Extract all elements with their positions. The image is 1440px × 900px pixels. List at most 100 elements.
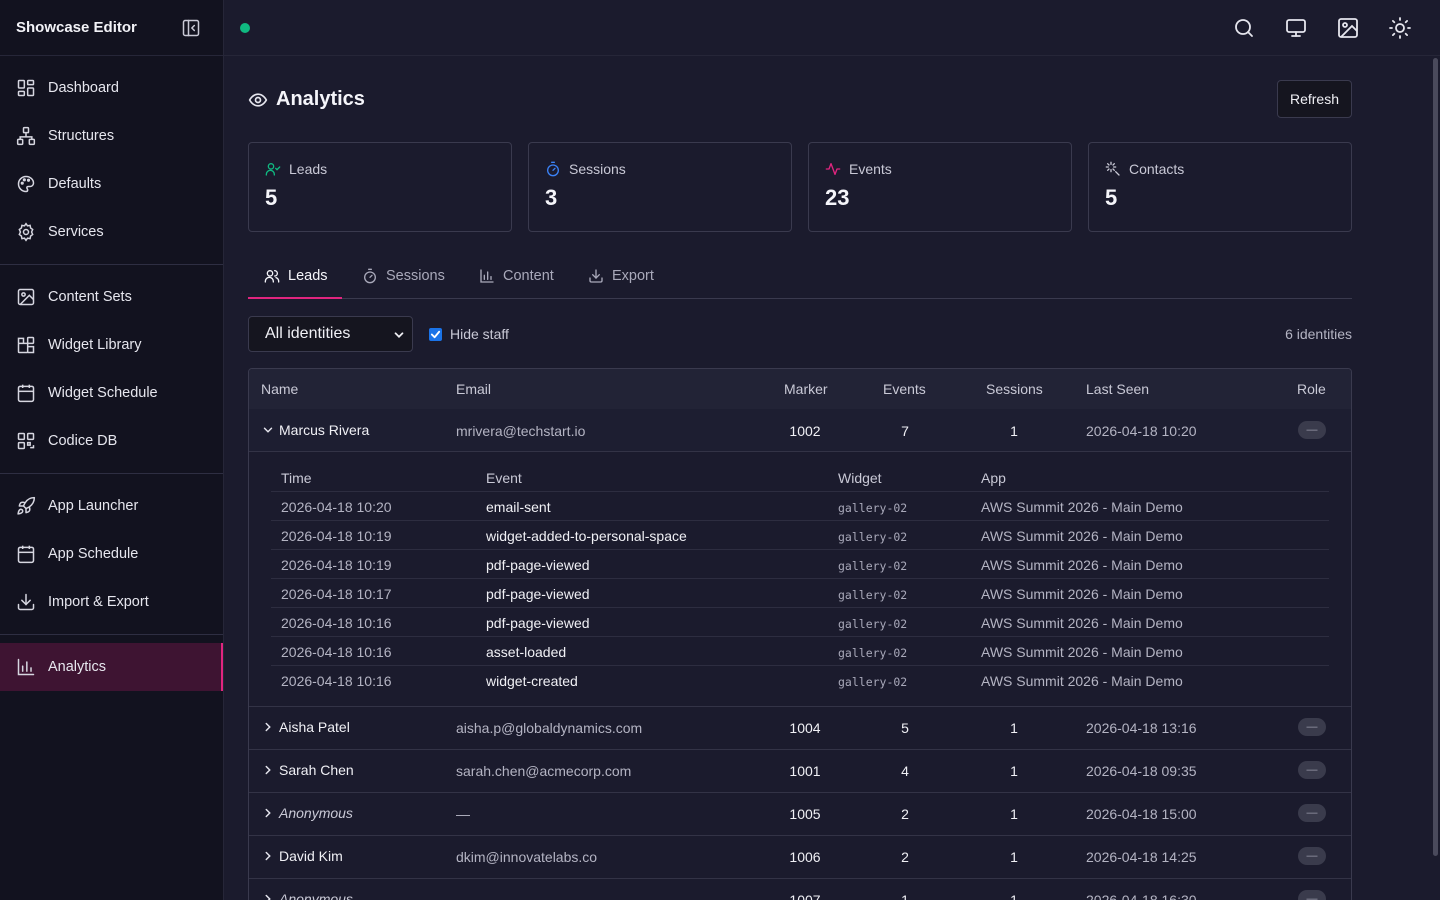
topbar <box>224 0 1440 56</box>
sidebar-item-label: Import & Export <box>48 594 149 610</box>
event-row: 2026-04-18 10:17 pdf-page-viewed gallery… <box>271 579 1329 608</box>
sidebar-item-defaults[interactable]: Defaults <box>0 160 223 208</box>
role-badge[interactable]: — <box>1298 718 1326 736</box>
stats-row: Leads 5 Sessions 3 Events 23 <box>248 142 1352 232</box>
role-badge[interactable]: — <box>1298 421 1326 439</box>
sidebar-item-label: App Launcher <box>48 498 139 514</box>
lead-sessions: 1 <box>1010 423 1018 439</box>
table-row[interactable]: Sarah Chen sarah.chen@acmecorp.com 1001 … <box>249 750 1351 793</box>
identity-select[interactable]: All identities <box>248 316 413 352</box>
stat-card-contacts: Contacts 5 <box>1088 142 1352 232</box>
lead-name: Anonymous <box>279 805 353 821</box>
timer-icon <box>545 161 561 177</box>
event-app: AWS Summit 2026 - Main Demo <box>981 499 1183 515</box>
table-row[interactable]: Marcus Rivera mrivera@techstart.io 1002 … <box>249 409 1351 452</box>
sidebar-item-label: Services <box>48 224 104 240</box>
lead-sessions: 1 <box>1010 806 1018 822</box>
sidebar-item-widget-library[interactable]: Widget Library <box>0 321 223 369</box>
lead-name: Marcus Rivera <box>279 422 370 438</box>
lead-marker: 1005 <box>789 806 821 822</box>
tab-sessions[interactable]: Sessions <box>346 254 461 298</box>
role-badge[interactable]: — <box>1298 847 1326 865</box>
page-header: Analytics Refresh <box>248 80 1352 118</box>
lead-sessions: 1 <box>1010 763 1018 779</box>
checkbox-checked-icon[interactable] <box>429 327 442 341</box>
identity-select-value: All identities <box>265 325 351 342</box>
lead-email: aisha.p@globaldynamics.com <box>456 720 643 736</box>
chevron-right-icon[interactable] <box>261 763 275 777</box>
image-icon <box>16 287 36 307</box>
lead-events: 5 <box>901 720 909 736</box>
chevron-down-icon[interactable] <box>261 423 275 437</box>
stat-label: Events <box>849 161 892 177</box>
column-header-sessions[interactable]: Sessions <box>986 381 1043 397</box>
sun-icon[interactable] <box>1388 16 1412 40</box>
scrollbar[interactable] <box>1433 58 1438 856</box>
download-icon <box>16 592 36 612</box>
tab-export[interactable]: Export <box>572 254 670 298</box>
chevron-right-icon[interactable] <box>261 892 275 900</box>
column-header-name[interactable]: Name <box>261 381 299 397</box>
column-header-events[interactable]: Events <box>883 381 926 397</box>
sidebar-item-structures[interactable]: Structures <box>0 112 223 160</box>
tab-content[interactable]: Content <box>463 254 570 298</box>
main-content: Analytics Refresh Leads 5 Sessions 3 <box>224 56 1440 900</box>
sidebar-item-codice-db[interactable]: Codice DB <box>0 417 223 465</box>
chevron-right-icon[interactable] <box>261 720 275 734</box>
monitor-icon[interactable] <box>1284 16 1308 40</box>
lead-name: Sarah Chen <box>279 762 354 778</box>
refresh-button[interactable]: Refresh <box>1276 80 1352 118</box>
column-header-marker[interactable]: Marker <box>784 381 828 397</box>
sidebar-item-widget-schedule[interactable]: Widget Schedule <box>0 369 223 417</box>
sidebar-item-content-sets[interactable]: Content Sets <box>0 273 223 321</box>
tab-leads[interactable]: Leads <box>248 254 342 299</box>
lead-email: dkim@innovatelabs.co <box>456 849 598 865</box>
role-badge[interactable]: — <box>1298 890 1326 900</box>
chevron-right-icon[interactable] <box>261 849 275 863</box>
sidebar: Showcase Editor Dashboard Structures Def… <box>0 0 224 900</box>
stat-card-leads: Leads 5 <box>248 142 512 232</box>
sidebar-item-app-launcher[interactable]: App Launcher <box>0 482 223 530</box>
event-name: email-sent <box>486 499 551 515</box>
table-row[interactable]: Anonymous — 1005 2 1 2026-04-18 15:00 — <box>249 793 1351 836</box>
image-icon[interactable] <box>1336 16 1360 40</box>
table-row[interactable]: David Kim dkim@innovatelabs.co 1006 2 1 … <box>249 836 1351 879</box>
calendar-icon <box>16 383 36 403</box>
stat-value: 23 <box>825 185 850 210</box>
sidebar-item-services[interactable]: Services <box>0 208 223 256</box>
lead-events-detail: Time Event Widget App 2026-04-18 10:20 e… <box>249 452 1351 707</box>
table-row[interactable]: Aisha Patel aisha.p@globaldynamics.com 1… <box>249 707 1351 750</box>
chevron-right-icon[interactable] <box>261 806 275 820</box>
sidebar-collapse-icon[interactable] <box>181 18 201 38</box>
column-header-last-seen[interactable]: Last Seen <box>1086 381 1150 397</box>
lead-events: 2 <box>901 849 909 865</box>
timer-icon <box>362 268 378 284</box>
table-row[interactable]: Anonymous 1007 1 1 2026-04-18 16:30 — <box>249 879 1351 900</box>
sidebar-item-dashboard[interactable]: Dashboard <box>0 64 223 112</box>
tab-label: Sessions <box>386 268 445 284</box>
nav-group-main: Dashboard Structures Defaults Services <box>0 56 223 265</box>
user-icon <box>265 161 281 177</box>
detail-header-app: App <box>981 470 1006 486</box>
event-widget: gallery-02 <box>838 501 908 515</box>
event-name: pdf-page-viewed <box>486 557 590 573</box>
event-row: 2026-04-18 10:16 asset-loaded gallery-02… <box>271 637 1329 666</box>
detail-table-header: Time Event Widget App <box>271 470 1329 492</box>
hide-staff-checkbox[interactable]: Hide staff <box>429 326 509 342</box>
event-row: 2026-04-18 10:19 widget-added-to-persona… <box>271 521 1329 550</box>
event-widget: gallery-02 <box>838 646 908 660</box>
role-badge[interactable]: — <box>1298 804 1326 822</box>
structures-icon <box>16 126 36 146</box>
search-icon[interactable] <box>1232 16 1256 40</box>
sidebar-item-label: Structures <box>48 128 115 144</box>
download-icon <box>588 268 604 284</box>
column-header-email[interactable]: Email <box>456 381 492 397</box>
stat-value: 5 <box>265 185 278 210</box>
sidebar-item-analytics[interactable]: Analytics <box>0 643 223 691</box>
lead-name: Aisha Patel <box>279 719 350 735</box>
role-badge[interactable]: — <box>1298 761 1326 779</box>
sidebar-item-import-export[interactable]: Import & Export <box>0 578 223 626</box>
nav-group-apps: App Launcher App Schedule Import & Expor… <box>0 474 223 635</box>
sidebar-item-app-schedule[interactable]: App Schedule <box>0 530 223 578</box>
column-header-role[interactable]: Role <box>1297 381 1326 397</box>
